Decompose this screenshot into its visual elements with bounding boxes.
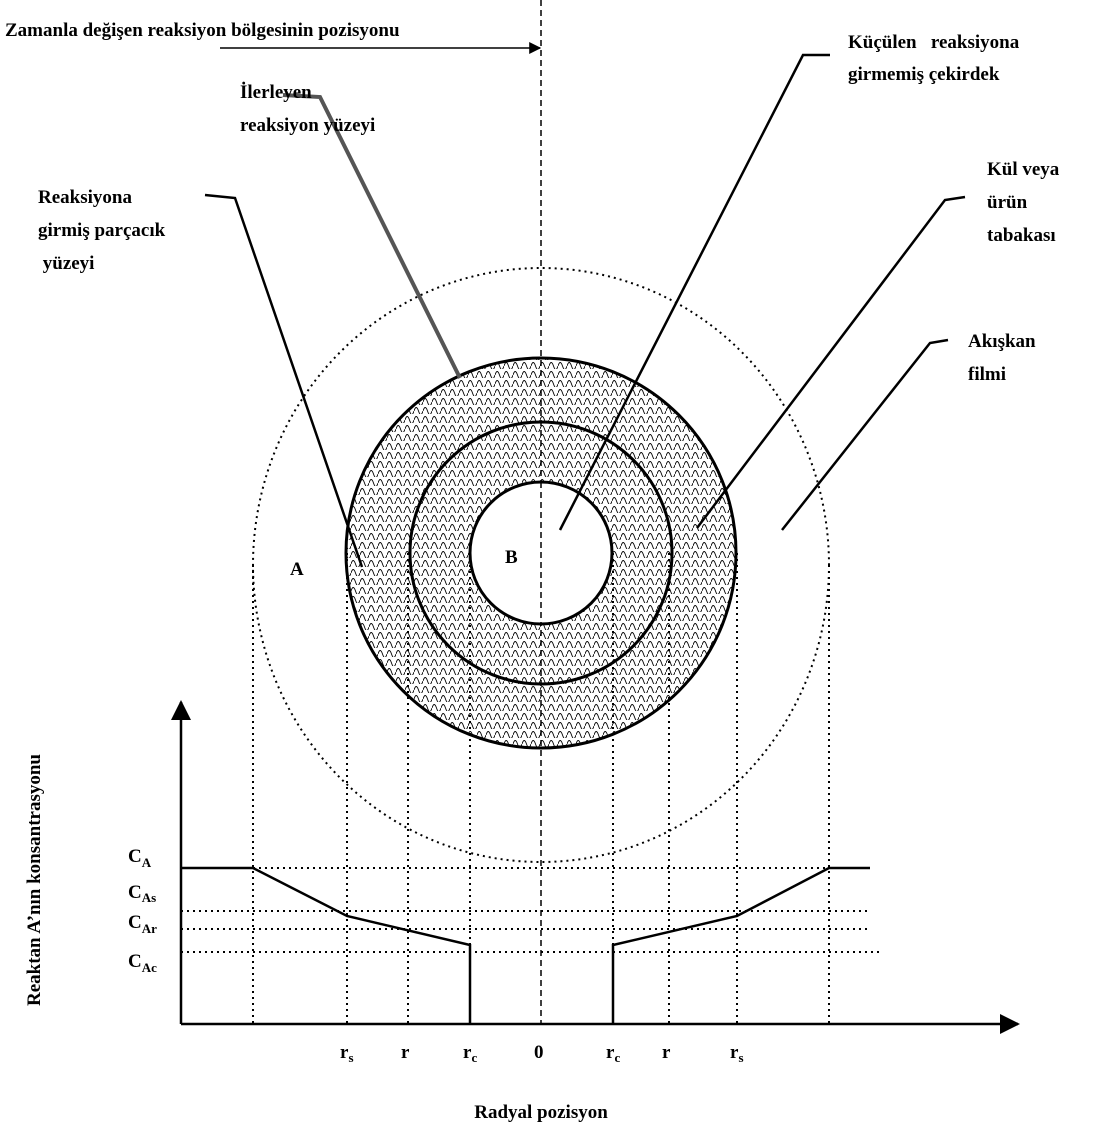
- leader-line: [283, 95, 460, 378]
- region-label: B: [505, 547, 518, 568]
- radial-label: rs: [730, 1042, 744, 1065]
- label: girmemiş çekirdek: [848, 64, 1000, 85]
- radial-labels: rs r rc 0 rc r rs: [340, 1042, 744, 1065]
- radial-main: 0: [534, 1042, 544, 1063]
- region-label: A: [290, 559, 304, 580]
- level-label: CAs: [128, 882, 156, 905]
- radial-sub: s: [738, 1050, 743, 1065]
- leader-line: [697, 197, 965, 528]
- x-axis-label: Radyal pozisyon: [474, 1102, 608, 1123]
- level-main: C: [128, 951, 142, 972]
- radial-label: rc: [463, 1042, 477, 1065]
- level-main: C: [128, 846, 142, 867]
- level-sub: Ar: [142, 921, 157, 936]
- leader-line: [205, 195, 362, 567]
- level-sub: Ac: [142, 960, 157, 975]
- level-sub: A: [142, 855, 152, 870]
- level-label: CAr: [128, 912, 157, 936]
- level-main: C: [128, 882, 142, 903]
- label: reaksiyon yüzeyi: [240, 115, 375, 136]
- radial-label: rs: [340, 1042, 354, 1065]
- concentration-profile: [181, 868, 470, 1024]
- label: yüzeyi: [38, 253, 94, 274]
- title: Zamanla değişen reaksiyon bölgesinin poz…: [5, 20, 400, 41]
- label: filmi: [968, 364, 1006, 385]
- level-sub: As: [142, 890, 156, 905]
- label: Reaksiyona: [38, 187, 132, 208]
- label: Kül veya: [987, 159, 1060, 180]
- leader-line: [782, 340, 948, 530]
- label: tabakası: [987, 225, 1056, 246]
- radial-sub: c: [471, 1050, 477, 1065]
- level-main: C: [128, 912, 142, 933]
- radial-main: r: [662, 1042, 671, 1063]
- radial-label: r: [662, 1042, 671, 1063]
- diagram: Zamanla değişen reaksiyon bölgesinin poz…: [0, 0, 1111, 1131]
- radial-label: 0: [534, 1042, 544, 1063]
- label: girmiş parçacık: [38, 220, 166, 241]
- label: Akışkan: [968, 331, 1036, 352]
- level-label: CAc: [128, 951, 157, 975]
- radial-sub: s: [348, 1050, 353, 1065]
- label: Küçülen reaksiyona: [848, 32, 1020, 53]
- radial-label: r: [401, 1042, 410, 1063]
- concentration-profile: [613, 868, 870, 1024]
- label: ürün: [987, 192, 1028, 213]
- y-axis-label: Reaktan A’nın konsantrasyonu: [24, 754, 45, 1006]
- level-label: CA: [128, 846, 152, 870]
- radial-sub: c: [614, 1050, 620, 1065]
- radial-main: r: [401, 1042, 410, 1063]
- label: İlerleyen: [240, 82, 312, 103]
- radial-label: rc: [606, 1042, 620, 1065]
